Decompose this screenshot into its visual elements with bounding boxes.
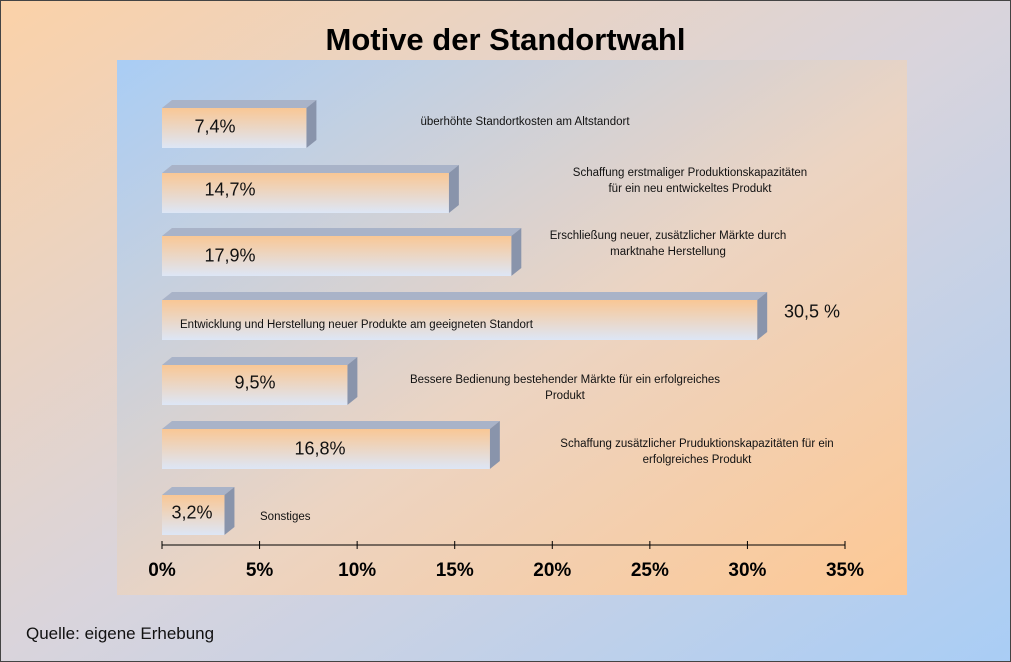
x-tick-label: 20%	[533, 560, 571, 581]
category-label: Bessere Bedienung bestehender Märkte für…	[409, 374, 721, 402]
value-label: 30,5 %	[783, 301, 841, 322]
x-tick-label: 0%	[148, 560, 176, 581]
bar-top	[162, 228, 522, 236]
bar-top	[162, 421, 500, 429]
x-tick-label: 5%	[246, 560, 274, 581]
bar-top	[162, 357, 358, 365]
source-note: Quelle: eigene Erhebung	[26, 624, 215, 643]
bar-side	[448, 165, 459, 213]
bar	[162, 495, 225, 535]
value-label: 16,8%	[294, 438, 346, 459]
bar-side	[757, 292, 768, 340]
bar	[162, 300, 758, 340]
value-label: 3,2%	[171, 502, 213, 523]
bar-top	[162, 100, 317, 108]
value-label: 14,7%	[204, 179, 256, 200]
value-label: 9,5%	[234, 372, 276, 393]
x-tick-label: 15%	[436, 560, 474, 581]
category-label: Entwicklung und Herstellung neuer Produk…	[180, 319, 533, 331]
bar-side	[347, 357, 358, 405]
bar	[162, 108, 307, 148]
bar-top	[162, 487, 235, 495]
bar-side	[511, 228, 522, 276]
bar-side	[224, 487, 235, 535]
x-tick-label: 10%	[338, 560, 376, 581]
value-label: 17,9%	[204, 245, 256, 266]
chart-title: Motive der Standortwahl	[325, 22, 686, 57]
category-label: überhöhte Standortkosten am Altstandort	[420, 116, 630, 128]
bar	[162, 429, 490, 469]
category-label: Schaffung zusätzlicher Pruduktionskapazi…	[560, 438, 834, 466]
bar-side	[306, 100, 317, 148]
x-tick-label: 25%	[631, 560, 669, 581]
category-label: Sonstiges	[260, 511, 311, 523]
bar	[162, 236, 512, 276]
bar-side	[489, 421, 500, 469]
category-label: Erschließung neuer, zusätzlicher Märkte …	[549, 230, 787, 258]
bar	[162, 365, 348, 405]
value-label: 7,4%	[194, 116, 236, 137]
category-label: Schaffung erstmaliger Produktionskapazit…	[572, 167, 808, 195]
x-tick-label: 35%	[826, 560, 864, 581]
bar-top	[162, 292, 768, 300]
bar	[162, 173, 449, 213]
x-tick-label: 30%	[728, 560, 766, 581]
bar-top	[162, 165, 459, 173]
